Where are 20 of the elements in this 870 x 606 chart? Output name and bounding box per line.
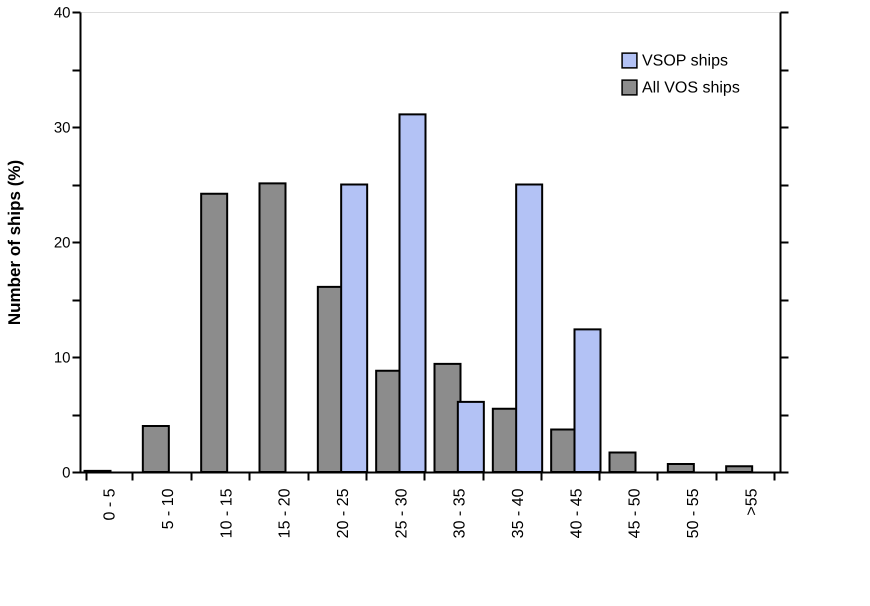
x-tick-label: 0 - 5 <box>102 488 119 521</box>
y-axis-title: Number of ships (%) <box>4 160 24 326</box>
x-tick-label: 25 - 30 <box>393 488 410 538</box>
x-tick-label: >55 <box>743 488 760 516</box>
y-tick-label: 40 <box>54 4 70 22</box>
x-tick-label: 30 - 35 <box>452 488 469 538</box>
y-tick-label: 20 <box>54 234 70 252</box>
legend-label: VSOP ships <box>642 52 728 70</box>
y-tick-label: 30 <box>54 120 70 136</box>
x-tick-label: 5 - 10 <box>160 488 177 530</box>
x-tick-label: 45 - 50 <box>626 488 644 538</box>
x-tick-label: 50 - 55 <box>685 488 702 538</box>
x-tick-label: 40 - 45 <box>568 488 586 538</box>
x-tick-label: 20 - 25 <box>335 488 352 538</box>
y-tick-label: 10 <box>54 350 70 366</box>
x-tick-label: 10 - 15 <box>218 488 236 538</box>
x-tick-label: 15 - 20 <box>276 488 294 538</box>
x-tick-label: 35 - 40 <box>510 488 527 538</box>
legend-label: All VOS ships <box>642 80 740 96</box>
y-tick-label: 0 <box>62 464 70 482</box>
